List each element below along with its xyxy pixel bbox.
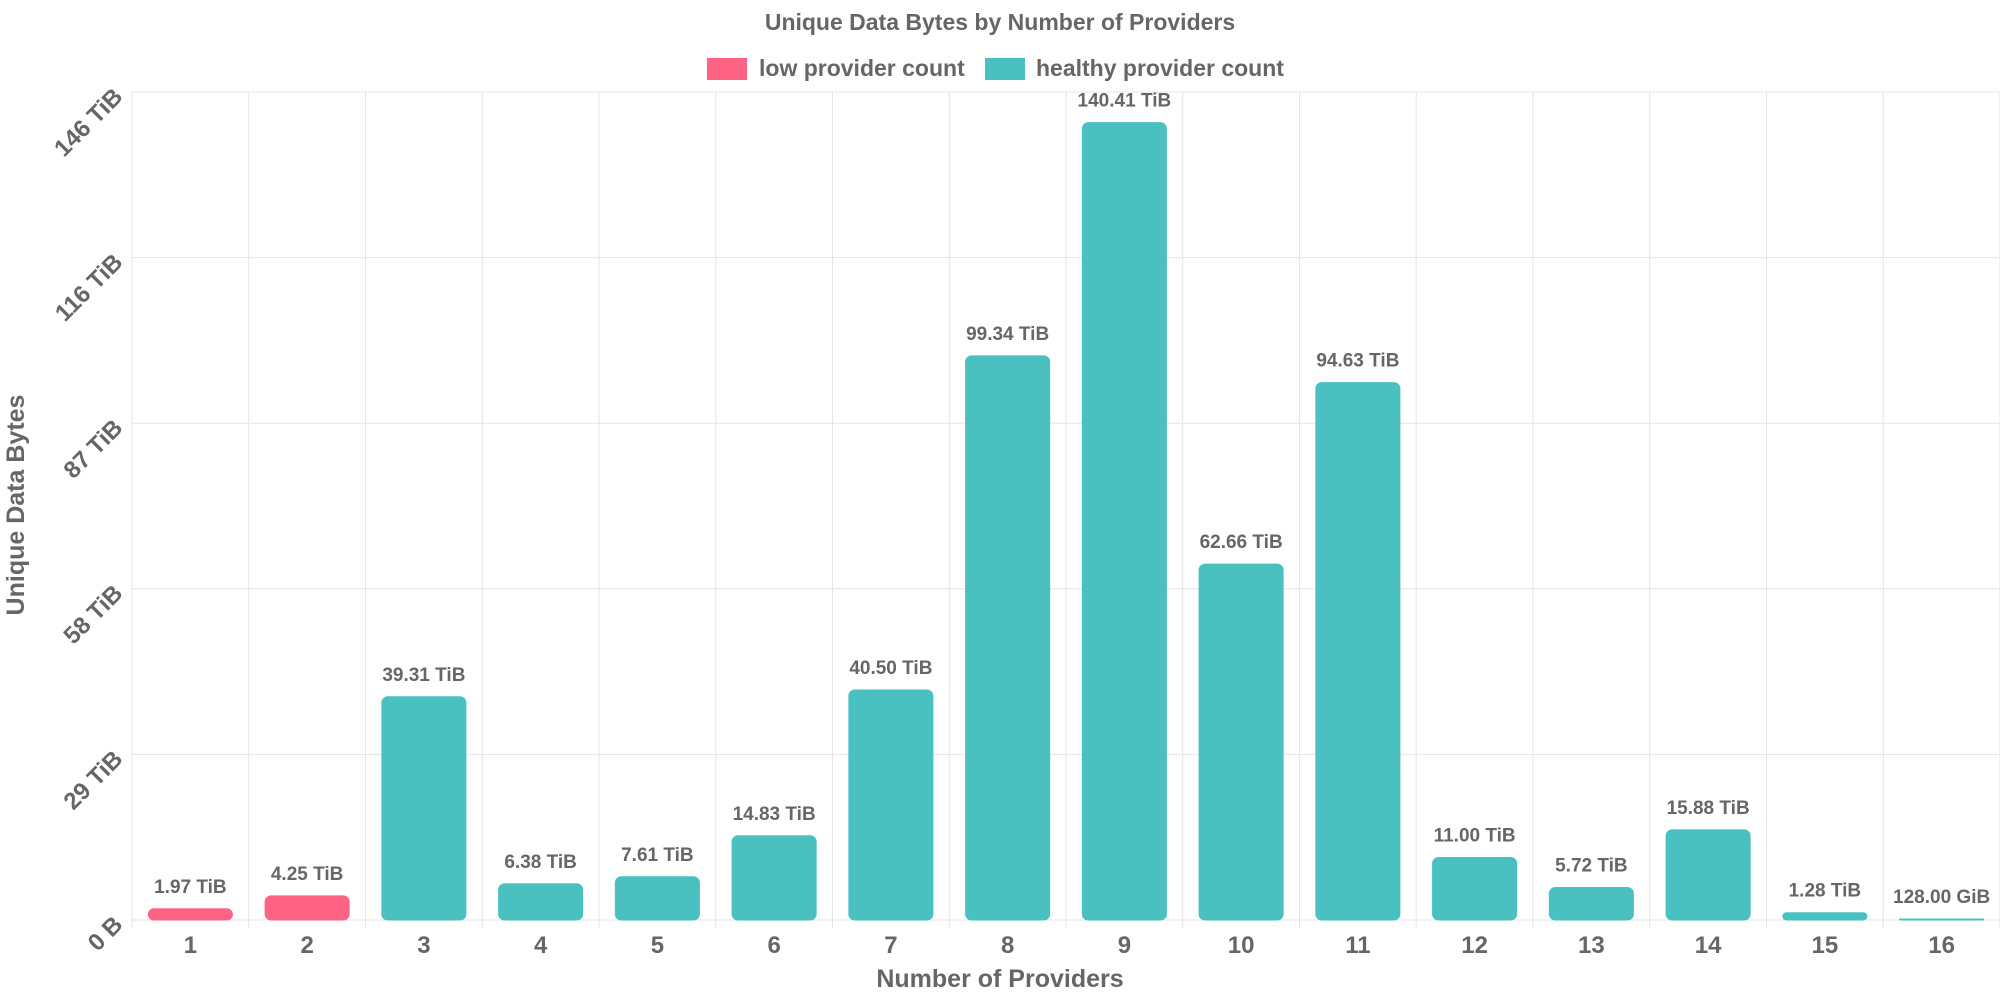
- x-tick-label: 9: [1118, 932, 1131, 959]
- data-label-13: 5.72 TiB: [1555, 856, 1628, 877]
- data-label-7: 40.50 TiB: [849, 658, 932, 679]
- bar-10[interactable]: [1198, 563, 1284, 921]
- x-axis-title: Number of Providers: [876, 965, 1123, 993]
- legend-item-low[interactable]: low provider count: [707, 55, 965, 81]
- x-tick-label: 16: [1928, 932, 1955, 959]
- data-label-5: 7.61 TiB: [621, 845, 694, 866]
- data-label-10: 62.66 TiB: [1200, 532, 1283, 553]
- bar-4[interactable]: [498, 883, 584, 921]
- bars: [147, 122, 1985, 921]
- bar-14[interactable]: [1665, 829, 1751, 921]
- y-axis-title: Unique Data Bytes: [2, 395, 30, 616]
- data-label-11: 94.63 TiB: [1316, 351, 1399, 372]
- x-tick-label: 14: [1695, 932, 1722, 959]
- x-tick-label: 3: [417, 932, 430, 959]
- bar-12[interactable]: [1432, 857, 1518, 921]
- x-tick-label: 8: [1001, 932, 1014, 959]
- bar-15[interactable]: [1782, 912, 1868, 921]
- legend-swatch-low: [707, 58, 747, 80]
- bar-5[interactable]: [614, 876, 700, 921]
- x-tick-label: 5: [651, 932, 664, 959]
- x-tick-label: 1: [184, 932, 197, 959]
- x-tick-label: 6: [767, 932, 780, 959]
- data-label-15: 1.28 TiB: [1789, 881, 1862, 902]
- bar-9[interactable]: [1081, 122, 1167, 921]
- data-label-16: 128.00 GiB: [1893, 887, 1990, 908]
- data-label-1: 1.97 TiB: [154, 877, 227, 898]
- x-tick-label: 13: [1578, 932, 1605, 959]
- data-label-4: 6.38 TiB: [504, 852, 577, 873]
- bar-13[interactable]: [1548, 887, 1634, 921]
- data-label-2: 4.25 TiB: [271, 864, 344, 885]
- x-tick-label: 7: [884, 932, 897, 959]
- x-tick-label: 2: [300, 932, 313, 959]
- bar-6[interactable]: [731, 835, 817, 921]
- bar-3[interactable]: [381, 696, 467, 921]
- y-tick-label: 116 TiB: [50, 249, 128, 327]
- bar-16[interactable]: [1899, 918, 1985, 921]
- y-tick-label: 146 TiB: [49, 83, 128, 162]
- bar-1[interactable]: [147, 908, 233, 921]
- data-label-8: 99.34 TiB: [966, 324, 1049, 345]
- data-label-6: 14.83 TiB: [733, 804, 816, 825]
- y-tick-label: 87 TiB: [59, 414, 129, 484]
- legend-item-healthy[interactable]: healthy provider count: [985, 55, 1284, 81]
- chart-title: Unique Data Bytes by Number of Providers: [765, 9, 1235, 35]
- y-tick-label: 29 TiB: [59, 746, 129, 816]
- bar-2[interactable]: [264, 895, 350, 921]
- data-label-14: 15.88 TiB: [1667, 798, 1750, 819]
- x-tick-label: 10: [1228, 932, 1255, 959]
- data-labels: 1.97 TiB 4.25 TiB 39.31 TiB 6.38 TiB 7.61 Ti…: [154, 91, 1990, 908]
- data-label-3: 39.31 TiB: [382, 665, 465, 686]
- legend-swatch-healthy: [985, 58, 1025, 80]
- data-label-12: 11.00 TiB: [1434, 826, 1516, 847]
- x-tick-label: 4: [534, 932, 548, 959]
- bar-11[interactable]: [1315, 382, 1401, 921]
- grid: [131, 91, 2000, 928]
- bar-7[interactable]: [848, 689, 934, 921]
- y-tick-label: 58 TiB: [59, 580, 129, 650]
- x-tick-label: 15: [1812, 932, 1839, 959]
- legend: low provider count healthy provider count: [707, 55, 1284, 81]
- data-label-9: 140.41 TiB: [1078, 91, 1172, 112]
- legend-label-low: low provider count: [759, 55, 965, 81]
- y-tick-label: 0 B: [83, 911, 129, 957]
- bar-8[interactable]: [965, 355, 1051, 921]
- x-tick-label: 11: [1345, 932, 1370, 959]
- legend-label-healthy: healthy provider count: [1036, 55, 1284, 81]
- x-tick-label: 12: [1461, 932, 1488, 959]
